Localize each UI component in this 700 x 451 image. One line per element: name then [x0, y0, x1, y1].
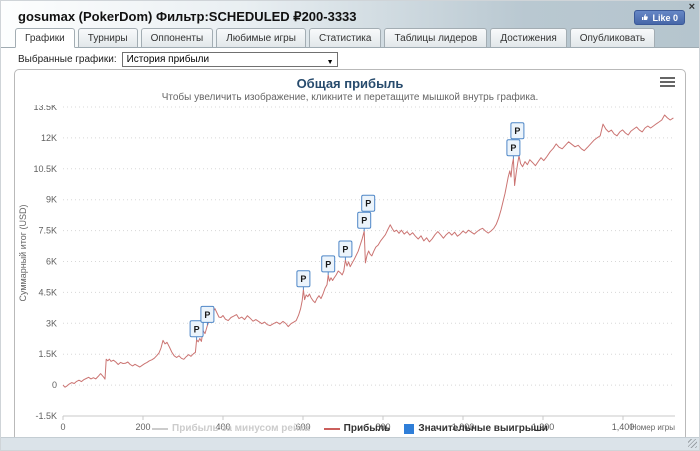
- svg-text:P: P: [365, 199, 371, 209]
- svg-text:600: 600: [295, 422, 310, 432]
- tab-opponents[interactable]: Оппоненты: [140, 28, 214, 48]
- legend-line-swatch: [323, 427, 340, 430]
- tab-leaderboards[interactable]: Таблицы лидеров: [384, 28, 488, 48]
- like-label: Like 0: [652, 12, 678, 23]
- svg-text:P: P: [510, 143, 516, 153]
- svg-text:12K: 12K: [41, 133, 57, 143]
- svg-text:800: 800: [375, 422, 390, 432]
- tab-favorite-games[interactable]: Любимые игры: [216, 28, 306, 48]
- profit-chart-panel: Общая прибыль Чтобы увеличить изображени…: [14, 69, 686, 442]
- svg-text:1,200: 1,200: [532, 422, 555, 432]
- thumbs-up-icon: [641, 13, 649, 23]
- svg-text:3K: 3K: [46, 318, 57, 328]
- chevron-down-icon: ▼: [326, 58, 334, 66]
- svg-text:400: 400: [215, 422, 230, 432]
- tab-statistics[interactable]: Статистика: [308, 28, 382, 48]
- chart-title: Общая прибыль: [296, 76, 404, 91]
- svg-text:P: P: [514, 126, 520, 136]
- graph-select-row: Выбранные графики: История прибыли ▼: [18, 51, 699, 67]
- header: gosumax (PokerDom) Фильтр:SCHEDULED ₽200…: [1, 1, 699, 48]
- chart-menu-icon[interactable]: [660, 77, 675, 89]
- legend-item-profit-minus-rake[interactable]: Прибыль за минусом рейка: [152, 423, 310, 434]
- graph-select[interactable]: История прибыли ▼: [121, 51, 338, 67]
- svg-text:-1.5K: -1.5K: [35, 411, 57, 421]
- svg-text:13.5K: 13.5K: [33, 105, 57, 112]
- legend-item-significant-wins[interactable]: Значительные выигрыши: [404, 423, 548, 434]
- legend-square-swatch: [404, 423, 415, 434]
- tab-tournaments[interactable]: Турниры: [77, 28, 138, 48]
- svg-text:P: P: [204, 310, 210, 320]
- graph-select-label: Выбранные графики:: [18, 53, 117, 65]
- tab-graphs[interactable]: Графики: [15, 28, 75, 48]
- svg-text:P: P: [300, 274, 306, 284]
- svg-text:10.5K: 10.5K: [33, 164, 57, 174]
- page-title: gosumax (PokerDom) Фильтр:SCHEDULED ₽200…: [18, 9, 357, 24]
- svg-text:9K: 9K: [46, 195, 57, 205]
- svg-text:4.5K: 4.5K: [38, 287, 57, 297]
- y-axis-title: Суммарный итог (USD): [18, 204, 28, 302]
- content-area: Выбранные графики: История прибыли ▼ Общ…: [1, 48, 699, 442]
- svg-text:200: 200: [135, 422, 150, 432]
- tab-achievements[interactable]: Достижения: [490, 28, 567, 48]
- x-axis-title: Номер игры: [630, 423, 675, 432]
- bottom-strip: [1, 437, 699, 450]
- facebook-like-button[interactable]: Like 0: [634, 10, 685, 25]
- close-icon[interactable]: ×: [688, 1, 695, 13]
- svg-text:1,000: 1,000: [452, 422, 475, 432]
- tab-bar: Графики Турниры Оппоненты Любимые игры С…: [15, 28, 658, 48]
- chart-legend: Прибыль за минусом рейка Прибыль Значите…: [15, 423, 685, 434]
- tab-publish[interactable]: Опубликовать: [569, 28, 656, 48]
- legend-line-swatch: [152, 427, 169, 430]
- svg-text:1.5K: 1.5K: [38, 349, 57, 359]
- svg-text:0: 0: [52, 380, 57, 390]
- svg-text:P: P: [342, 245, 348, 255]
- svg-text:7.5K: 7.5K: [38, 226, 57, 236]
- svg-text:0: 0: [60, 422, 65, 432]
- svg-text:1,400: 1,400: [612, 422, 635, 432]
- svg-text:P: P: [194, 324, 200, 334]
- svg-text:P: P: [325, 259, 331, 269]
- chart-subtitle: Чтобы увеличить изображение, кликните и …: [161, 92, 539, 103]
- svg-text:6K: 6K: [46, 257, 57, 267]
- resize-handle-icon[interactable]: [688, 439, 697, 448]
- graph-select-value: История прибыли: [126, 53, 210, 65]
- legend-item-profit[interactable]: Прибыль: [323, 423, 390, 434]
- svg-text:P: P: [361, 216, 367, 226]
